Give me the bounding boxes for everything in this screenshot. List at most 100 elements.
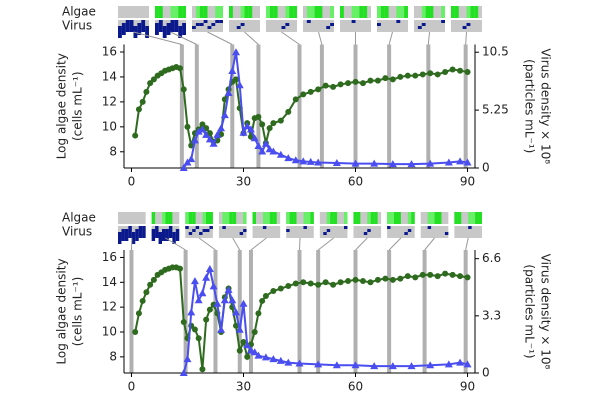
sample-day-bar [248,250,253,373]
x-tick-label: 90 [460,380,475,394]
strip-cell [326,229,331,232]
virus-point [351,159,360,167]
virus-point [224,89,233,97]
strip-cell [232,212,237,224]
sample-day-bar [129,250,134,373]
algae-point [345,278,352,285]
sample-day-bar [237,250,242,373]
virus-point [232,308,241,316]
y-tick-label: 12 [102,94,117,108]
strip-cell [166,23,171,35]
strip-cell [262,212,267,224]
strip-cell [124,229,129,241]
virus-point [187,155,196,163]
algae-point [139,98,146,105]
strip-cell [394,212,398,224]
virus-point [250,348,259,356]
algae-point [259,297,266,304]
strip-cell [266,6,270,18]
strip-cell [158,20,163,32]
algae-point [449,271,456,278]
virus-point [239,299,248,307]
strip-cell [417,26,422,29]
strip-cell [121,229,125,241]
sample-day-bar [194,44,199,168]
sample-day-bar [319,44,324,168]
strip-cell [155,6,159,18]
algae-point [352,78,359,85]
algae-point [352,276,359,283]
strip-cell [429,6,434,18]
strip-cell [359,6,364,18]
algae-point [412,274,419,281]
virus-point [232,48,241,56]
virus-point [258,147,267,155]
strip-label: Algae [62,5,96,19]
virus-point [254,351,263,359]
y-tick-label: 8 [109,349,117,363]
strip-cell [286,212,290,224]
x-tick-label: 90 [460,175,475,189]
strip-cell [192,229,196,232]
strip-cell [121,23,126,35]
algae-point [330,281,337,288]
sample-day-bar [297,250,302,373]
strip-cell [206,229,210,232]
virus-point [299,157,308,165]
x-tick-label: 30 [236,380,251,394]
sample-day-bar [387,250,392,373]
strip-cell [243,229,247,232]
algae-point [251,329,258,335]
algae-point [322,82,329,89]
strip-cell [370,212,375,224]
virus-point [217,124,226,132]
sample-day-bar [463,250,468,373]
y2-tick-label: 0 [482,366,490,380]
strip-cell [203,6,208,18]
strip-cell [407,229,412,232]
strip-cell [188,232,193,235]
y2-tick-label: 6.6 [482,251,501,265]
strip-cell [293,6,297,18]
strip-cell [289,212,294,224]
strip-cell [384,6,389,18]
strip-cell [396,20,401,23]
virus-point [239,128,248,136]
y2-tick-label: 3.3 [482,308,501,322]
strip-cell [178,26,183,38]
virus-point [246,125,255,133]
strip-cell [454,6,459,18]
algae-point [374,276,381,283]
strip-cell [162,212,166,224]
strip-cell [151,212,156,224]
algae-point [277,285,284,292]
connector [165,237,186,251]
strip-cell [131,232,136,244]
strip-cell [168,212,173,224]
algae-point [285,283,292,290]
y2-tick-label: 5.25 [482,103,509,117]
virus-point [388,160,397,168]
y-tick-label: 10 [102,325,117,339]
connector [465,237,469,251]
virus-point [388,362,397,370]
strip-cell [380,6,385,18]
strip-cell [377,6,381,18]
strip-cell [330,23,334,26]
algae-point [184,123,191,130]
y-tick-label: 16 [102,250,117,264]
virus-point [179,369,188,376]
strip-cell [199,232,203,235]
virus-point [213,299,222,307]
virus-point [228,66,237,74]
strip-cell [135,229,139,241]
algae-point [266,125,273,132]
y-axis-unit: (cells mL⁻¹) [71,277,85,347]
virus-point [254,141,263,149]
strip-cell [222,212,226,224]
strip-cell [273,6,278,18]
strip-block [340,20,371,32]
algae-point [206,306,213,313]
sample-day-bar [256,44,261,168]
